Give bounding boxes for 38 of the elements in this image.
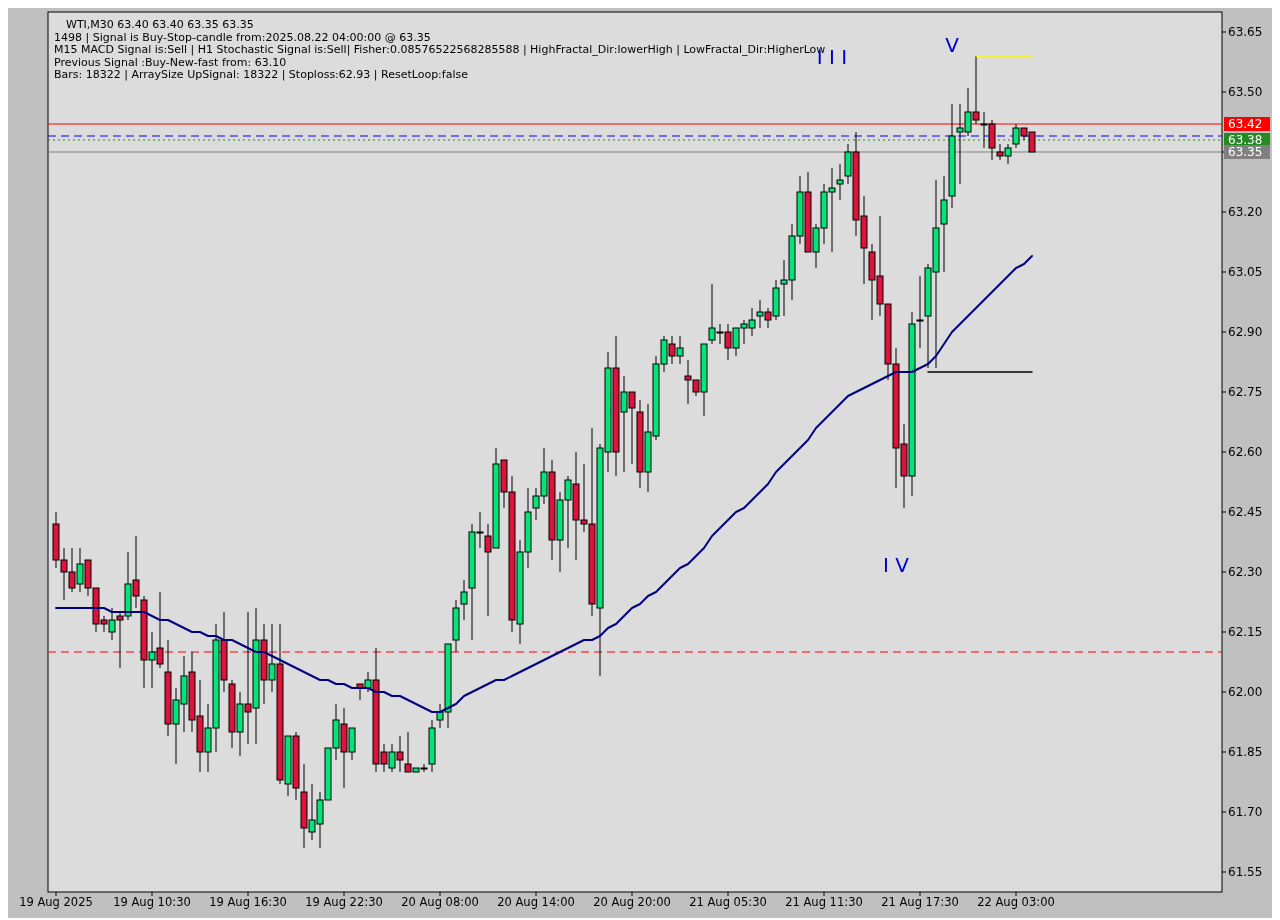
annotation: 1498 | Signal is Buy-Stop-candle from:2025.08.22 04:00:00 @ 63.35 [54, 30, 431, 44]
y-tick-label: 63.20 [1228, 205, 1263, 220]
x-tick-label: 21 Aug 17:30 [881, 895, 959, 910]
y-tick-label: 62.30 [1228, 565, 1263, 580]
annotation: WTI,M30 63.40 63.40 63.35 63.35 [66, 18, 254, 31]
x-tick-label: 21 Aug 05:30 [689, 895, 767, 910]
x-tick-label: 22 Aug 03:00 [977, 895, 1055, 910]
y-tick-label: 63.50 [1228, 85, 1263, 100]
y-tick-label: 61.55 [1228, 865, 1263, 880]
y-tick-label: 63.35 [1228, 145, 1263, 160]
annotation: Bars: 18322 | ArraySize UpSignal: 18322 | Stoploss:62.93 | ResetLoop:false [54, 68, 469, 81]
x-tick-label: 20 Aug 14:00 [497, 895, 575, 910]
x-tick-label: 21 Aug 11:30 [785, 895, 863, 910]
annotation: Previous Signal :Buy-New-fast from: 63.10 [54, 55, 287, 69]
x-tick-label: 19 Aug 22:30 [305, 895, 383, 910]
x-tick-label: 19 Aug 2025 [19, 895, 93, 910]
candlestick [916, 275, 924, 349]
y-tick-label: 63.05 [1228, 265, 1263, 280]
annotation: I V [883, 553, 910, 577]
x-tick-label: 19 Aug 10:30 [113, 895, 191, 910]
y-tick-label: 62.90 [1228, 325, 1263, 340]
x-tick-label: 20 Aug 20:00 [593, 895, 671, 910]
candlestick [940, 175, 948, 273]
y-tick-label: 62.45 [1228, 505, 1263, 520]
annotation: V [945, 33, 960, 57]
ref-line-label: 63.38 [1228, 133, 1263, 148]
y-tick-label: 62.00 [1228, 685, 1263, 700]
candlestick [836, 163, 844, 201]
y-tick-label: 62.60 [1228, 445, 1263, 460]
y-tick-label: 62.15 [1228, 625, 1263, 640]
x-tick-label: 20 Aug 08:00 [401, 895, 479, 910]
y-tick-label: 62.75 [1228, 385, 1263, 400]
y-tick-label: 61.85 [1228, 745, 1263, 760]
candlestick [460, 579, 468, 621]
y-tick-label: 63.65 [1228, 25, 1263, 40]
ref-line-label: 63.42 [1228, 117, 1263, 132]
x-tick-label: 19 Aug 16:30 [209, 895, 287, 910]
y-tick-label: 61.70 [1228, 805, 1263, 820]
